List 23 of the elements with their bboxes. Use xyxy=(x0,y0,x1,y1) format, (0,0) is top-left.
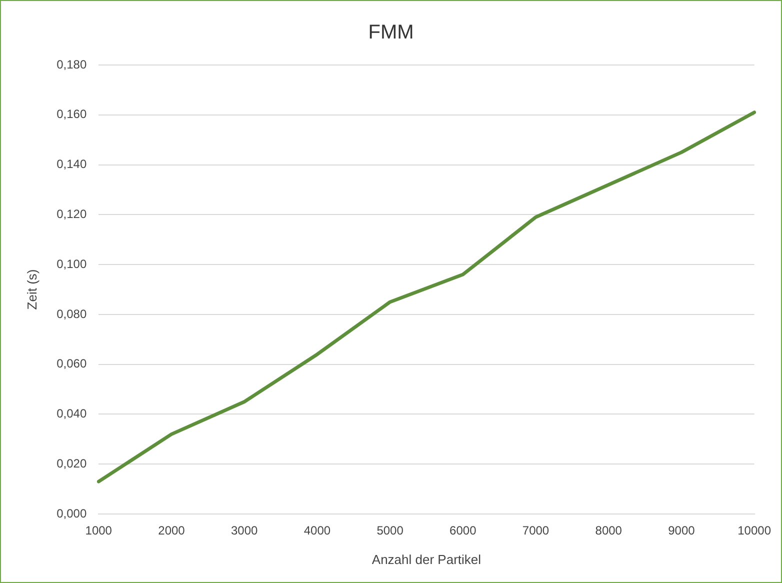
y-tick-label: 0,080 xyxy=(56,306,87,321)
y-tick-label: 0,040 xyxy=(56,406,87,421)
x-axis-title: Anzahl der Partikel xyxy=(372,552,482,567)
y-tick-label: 0,020 xyxy=(56,456,87,470)
x-tick-label: 6000 xyxy=(450,524,477,538)
x-tick-label: 7000 xyxy=(522,524,550,538)
x-tick-label: 10000 xyxy=(738,524,772,538)
y-tick-label: 0,180 xyxy=(56,57,87,72)
chart-title: FMM xyxy=(368,22,414,44)
x-tick-label: 1000 xyxy=(85,524,112,538)
x-tick-label: 3000 xyxy=(230,524,258,538)
y-tick-label: 0,120 xyxy=(56,206,87,221)
x-tick-label: 8000 xyxy=(595,524,622,538)
y-tick-label: 0,160 xyxy=(56,107,87,122)
x-tick-label: 2000 xyxy=(158,524,186,538)
y-tick-label: 0,060 xyxy=(56,356,87,371)
x-tick-label: 4000 xyxy=(304,524,331,538)
x-tick-label: 5000 xyxy=(376,524,404,538)
y-axis-title: Zeit (s) xyxy=(24,269,40,310)
x-tick-label: 9000 xyxy=(668,524,696,538)
y-tick-label: 0,140 xyxy=(56,157,87,172)
y-tick-label: 0,000 xyxy=(56,506,87,520)
y-tick-label: 0,100 xyxy=(56,256,87,271)
